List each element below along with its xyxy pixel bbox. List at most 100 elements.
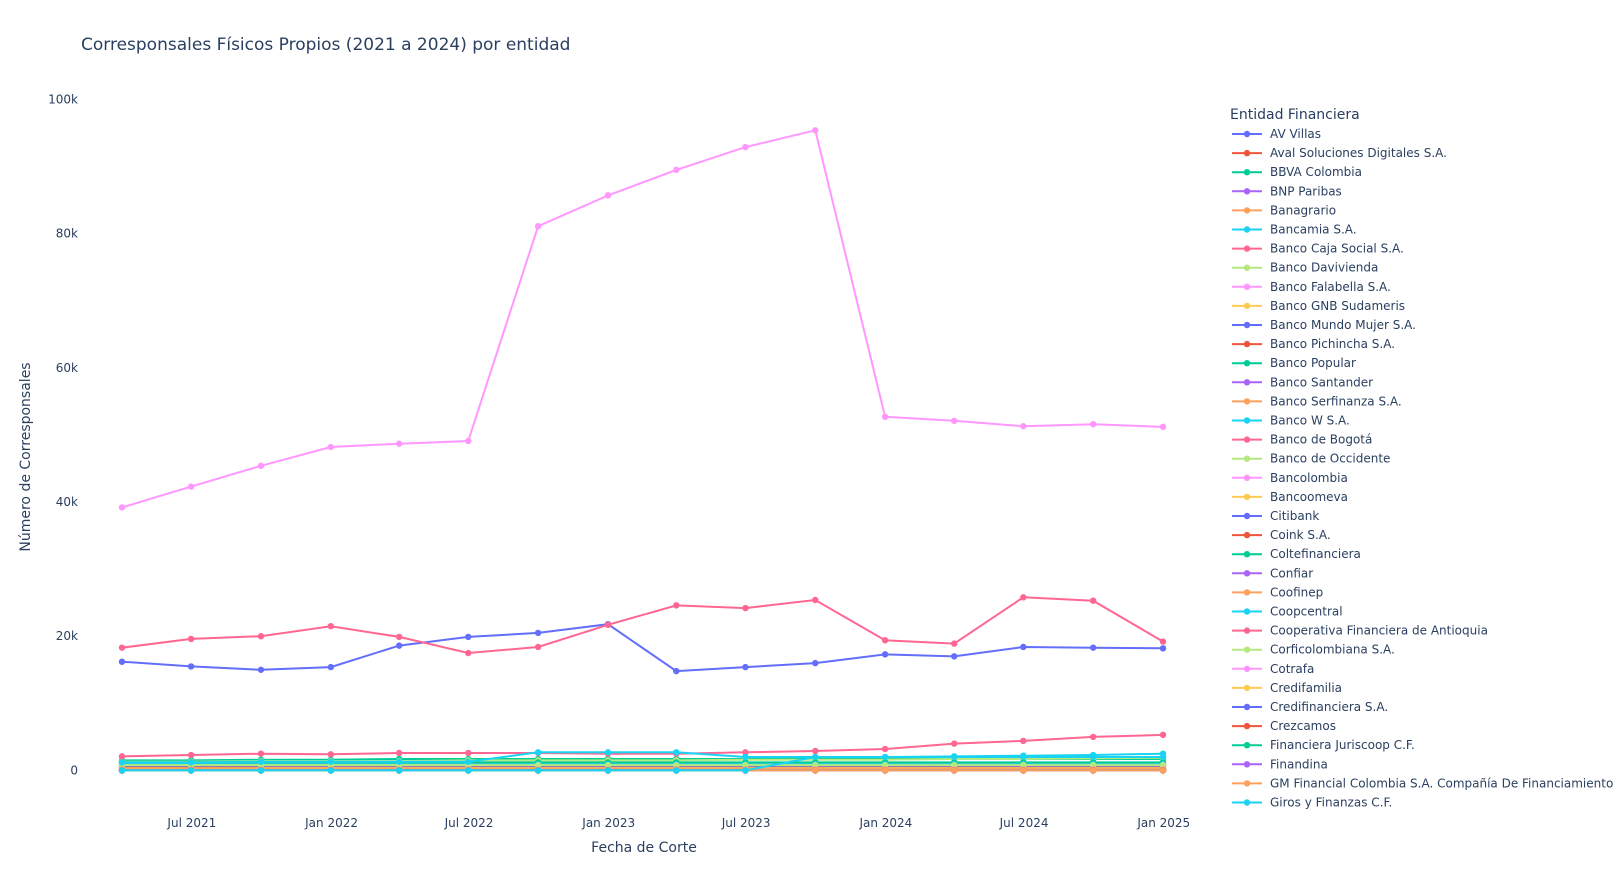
data-point[interactable] [327, 443, 335, 451]
data-point[interactable] [881, 745, 889, 753]
data-point[interactable] [1020, 737, 1027, 745]
data-point[interactable] [1020, 752, 1027, 759]
legend-item[interactable]: Banco Popular [1232, 356, 1356, 370]
data-point[interactable] [257, 750, 265, 757]
data-point[interactable] [395, 440, 403, 447]
legend-item[interactable]: BNP Paribas [1232, 184, 1342, 198]
data-point[interactable] [534, 629, 542, 637]
data-point[interactable] [257, 462, 265, 470]
legend-item[interactable]: Bancoomeva [1232, 490, 1348, 504]
data-point[interactable] [395, 749, 403, 757]
data-point[interactable] [534, 643, 542, 651]
legend-item[interactable]: Coltefinanciera [1232, 547, 1361, 561]
data-point[interactable] [812, 747, 819, 755]
data-point[interactable] [951, 740, 958, 747]
data-point[interactable] [1089, 644, 1097, 651]
data-point[interactable] [118, 767, 126, 774]
legend-item[interactable]: Citibank [1232, 509, 1319, 523]
data-point[interactable] [881, 767, 889, 774]
data-point[interactable] [1159, 423, 1167, 431]
data-point[interactable] [327, 751, 335, 758]
data-point[interactable] [881, 651, 889, 658]
data-point[interactable] [1089, 767, 1097, 774]
data-point[interactable] [1089, 597, 1097, 604]
data-point[interactable] [534, 767, 542, 774]
legend-item[interactable]: Banco Falabella S.A. [1232, 280, 1391, 294]
legend-item[interactable]: Banco GNB Sudameris [1232, 299, 1405, 313]
data-point[interactable] [1159, 645, 1167, 652]
legend-item[interactable]: Banagrario [1232, 203, 1336, 217]
data-point[interactable] [604, 749, 612, 756]
data-point[interactable] [187, 483, 195, 490]
data-point[interactable] [395, 633, 403, 641]
data-point[interactable] [742, 604, 749, 612]
data-point[interactable] [951, 417, 958, 425]
legend-item[interactable]: Credifinanciera S.A. [1232, 700, 1388, 714]
data-point[interactable] [187, 635, 195, 643]
legend-item[interactable]: Banco W S.A. [1232, 414, 1350, 428]
data-point[interactable] [187, 751, 195, 759]
data-point[interactable] [187, 759, 195, 766]
legend-item[interactable]: Banco Mundo Mujer S.A. [1232, 318, 1416, 332]
data-point[interactable] [881, 637, 889, 644]
data-point[interactable] [118, 504, 126, 511]
legend-item[interactable]: Banco de Occidente [1232, 452, 1390, 466]
data-point[interactable] [1020, 423, 1027, 430]
data-point[interactable] [465, 649, 472, 657]
data-point[interactable] [881, 413, 889, 421]
data-point[interactable] [1020, 767, 1027, 774]
data-point[interactable] [257, 758, 265, 765]
data-point[interactable] [465, 767, 472, 774]
legend-item[interactable]: Coink S.A. [1232, 528, 1331, 542]
legend-item[interactable]: Confiar [1232, 566, 1313, 580]
data-point[interactable] [812, 753, 819, 761]
data-point[interactable] [1159, 638, 1167, 645]
data-point[interactable] [118, 658, 126, 665]
data-point[interactable] [812, 659, 819, 667]
legend-item[interactable]: AV Villas [1232, 127, 1321, 141]
data-point[interactable] [951, 653, 958, 660]
data-point[interactable] [395, 758, 403, 765]
legend-item[interactable]: Banco Serfinanza S.A. [1232, 394, 1402, 408]
data-point[interactable] [465, 633, 472, 641]
data-point[interactable] [604, 621, 612, 629]
data-point[interactable] [257, 767, 265, 774]
data-point[interactable] [812, 767, 819, 774]
data-point[interactable] [951, 753, 958, 760]
data-point[interactable] [465, 437, 472, 445]
data-point[interactable] [118, 759, 126, 766]
data-point[interactable] [742, 753, 749, 761]
legend-item[interactable]: Banco Davivienda [1232, 261, 1378, 275]
legend-item[interactable]: Cooperativa Financiera de Antioquia [1232, 624, 1488, 638]
legend-item[interactable]: Bancolombia [1232, 471, 1348, 485]
data-point[interactable] [1159, 750, 1167, 757]
data-point[interactable] [1089, 733, 1097, 741]
data-point[interactable] [465, 749, 472, 757]
data-point[interactable] [673, 602, 680, 609]
data-point[interactable] [881, 753, 889, 761]
data-point[interactable] [327, 622, 335, 630]
data-point[interactable] [742, 663, 749, 671]
legend-item[interactable]: Coopcentral [1232, 605, 1343, 619]
data-point[interactable] [534, 749, 542, 756]
data-point[interactable] [604, 192, 612, 199]
legend-item[interactable]: BBVA Colombia [1232, 165, 1362, 179]
legend-item[interactable]: Financiera Juriscoop C.F. [1232, 738, 1415, 752]
data-point[interactable] [951, 767, 958, 774]
data-point[interactable] [1089, 420, 1097, 428]
legend-item[interactable]: Crezcamos [1232, 719, 1336, 733]
data-point[interactable] [534, 223, 542, 230]
legend[interactable]: AV Villas Aval Soluciones Digitales S.A. B… [1232, 127, 1613, 810]
data-point[interactable] [395, 767, 403, 774]
data-point[interactable] [673, 166, 680, 174]
data-point[interactable] [187, 767, 195, 774]
legend-item[interactable]: Credifamilia [1232, 681, 1342, 695]
data-point[interactable] [327, 758, 335, 765]
legend-item[interactable]: GM Financial Colombia S.A. Compañía De F… [1232, 776, 1613, 790]
data-point[interactable] [118, 644, 126, 651]
data-point[interactable] [187, 663, 195, 670]
data-point[interactable] [673, 667, 680, 675]
legend-item[interactable]: Banco de Bogotá [1232, 433, 1372, 447]
data-point[interactable] [951, 640, 958, 647]
data-point[interactable] [1020, 643, 1027, 651]
